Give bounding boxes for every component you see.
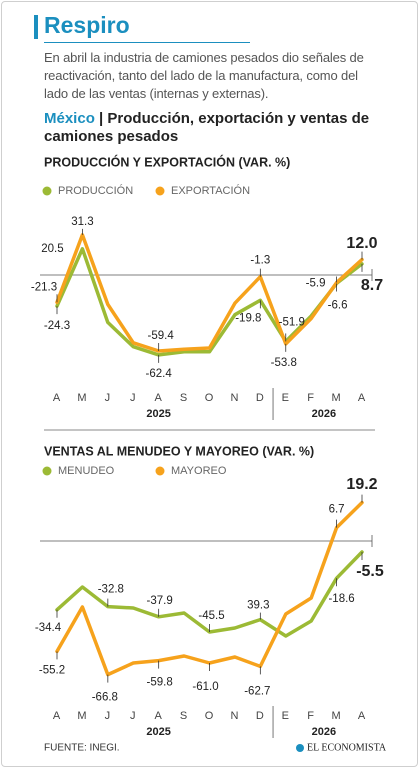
data-label: -34.4 (35, 622, 62, 634)
logo-icon (296, 744, 304, 752)
x-tick-label: A (53, 710, 61, 722)
data-label: 31.3 (71, 216, 93, 228)
series-line (55, 233, 364, 353)
country: México (44, 110, 95, 127)
x-tick-label: J (130, 392, 137, 404)
data-label: -61.0 (192, 681, 218, 693)
x-tick-label: E (282, 392, 290, 404)
data-label: 12.0 (346, 235, 377, 252)
year-label: 2026 (312, 726, 336, 738)
data-label: -5.5 (356, 563, 384, 580)
data-label: -62.7 (244, 685, 270, 697)
x-tick-label: A (154, 710, 162, 722)
data-label: -51.9 (279, 316, 305, 328)
x-tick-label: O (205, 710, 215, 722)
data-label: 19.2 (346, 476, 377, 493)
data-label: -55.2 (39, 664, 65, 676)
title: Respiro (44, 12, 130, 38)
legend-swatch (42, 466, 52, 476)
legend-swatch (155, 186, 165, 196)
year-label: 2025 (146, 408, 170, 420)
x-tick-label: S (180, 392, 188, 404)
legend-label: MAYOREO (171, 465, 227, 477)
data-label: -5.9 (306, 278, 326, 290)
data-label: -66.8 (92, 692, 118, 704)
legend-swatch (42, 186, 52, 196)
x-tick-label: M (77, 392, 87, 404)
data-label: 8.7 (361, 277, 383, 294)
x-tick-label: D (256, 392, 265, 404)
x-tick-label: J (105, 710, 112, 722)
data-label: -53.8 (271, 357, 297, 369)
legend-label: PRODUCCIÓN (58, 184, 133, 197)
chart-title: PRODUCCIÓN Y EXPORTACIÓN (VAR. %) (44, 154, 290, 169)
data-label: 39.3 (247, 600, 269, 612)
legend-swatch (155, 466, 165, 476)
x-tick-label: E (282, 710, 290, 722)
x-tick-label: N (230, 392, 239, 404)
year-label: 2025 (146, 726, 170, 738)
data-label: -19.8 (235, 312, 261, 324)
data-label: 6.7 (329, 504, 345, 516)
data-label: -1.3 (250, 255, 270, 267)
x-tick-label: S (180, 710, 188, 722)
data-label: -45.5 (198, 610, 224, 622)
data-label: -32.8 (98, 584, 124, 596)
data-label: -24.3 (44, 320, 70, 332)
x-tick-label: F (307, 710, 315, 722)
year-label: 2026 (312, 408, 336, 420)
data-label: -18.6 (328, 593, 354, 605)
x-tick-label: J (105, 392, 112, 404)
series-line (55, 247, 364, 357)
chart-title: VENTAS AL MENUDEO Y MAYOREO (VAR. %) (44, 444, 314, 458)
data-label: -21.3 (31, 281, 57, 293)
data-label: 20.5 (41, 243, 63, 255)
title-rule (44, 42, 250, 43)
x-tick-label: D (256, 710, 265, 722)
x-tick-label: A (358, 392, 366, 404)
x-tick-label: J (130, 710, 137, 722)
data-label: -62.4 (146, 368, 173, 380)
source: FUENTE: INEGI. (44, 743, 120, 754)
x-tick-label: O (205, 392, 215, 404)
x-tick-label: A (358, 710, 366, 722)
x-tick-label: M (331, 392, 341, 404)
data-label: -59.4 (148, 330, 175, 342)
subtitle: México | Producción, exportación y venta… (44, 110, 370, 145)
title-accent (34, 15, 38, 39)
legend-label: EXPORTACIÓN (171, 184, 250, 197)
x-tick-label: F (307, 392, 315, 404)
legend-label: MENUDEO (58, 465, 115, 477)
data-label: -6.6 (328, 299, 348, 311)
x-tick-label: N (230, 710, 239, 722)
x-tick-label: A (154, 392, 162, 404)
data-label: -59.8 (147, 677, 173, 689)
intro: En abril la industria de camiones pesado… (44, 50, 364, 101)
x-tick-label: M (77, 710, 87, 722)
subtitle-text: Producción, exportación y ventas de cami… (44, 110, 370, 145)
publisher: EL ECONOMISTA (307, 742, 387, 753)
x-tick-label: M (331, 710, 341, 722)
x-tick-label: A (53, 392, 61, 404)
data-label: -37.9 (147, 595, 173, 607)
